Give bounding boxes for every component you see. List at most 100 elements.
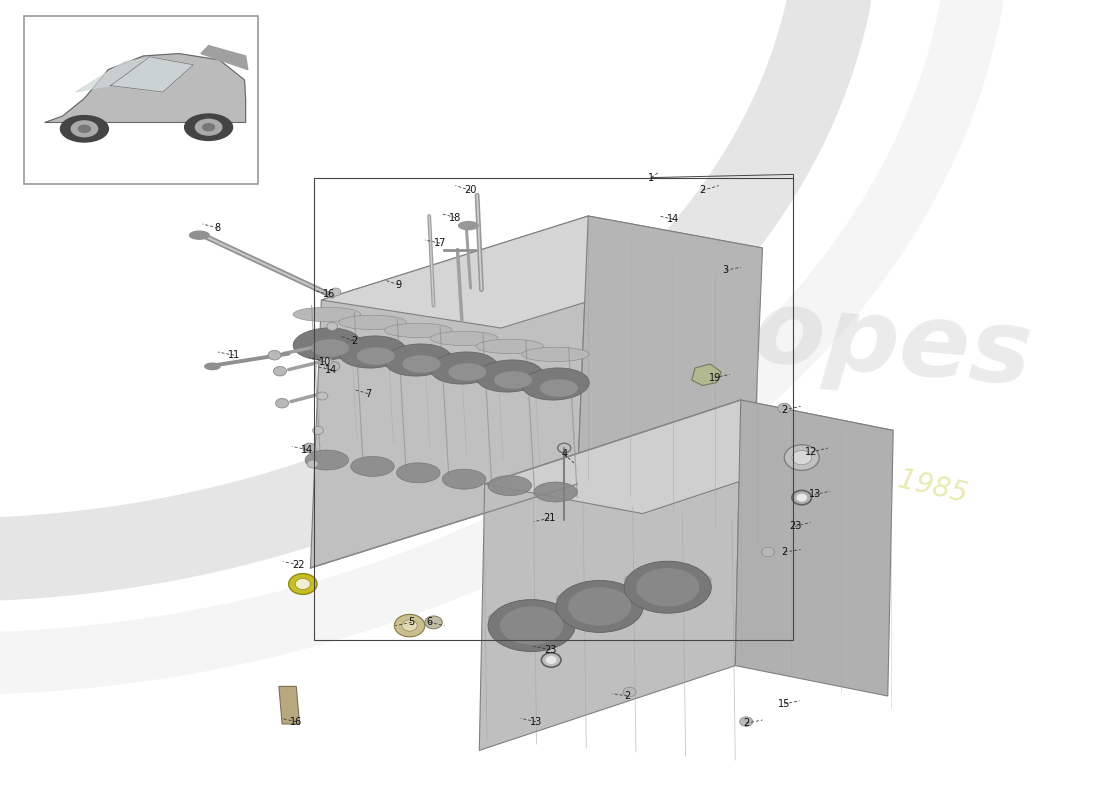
Ellipse shape (534, 482, 578, 502)
Ellipse shape (521, 368, 590, 400)
Ellipse shape (351, 456, 394, 477)
Text: 5: 5 (408, 618, 415, 627)
Ellipse shape (339, 315, 406, 330)
Text: 14: 14 (324, 365, 338, 374)
Polygon shape (735, 400, 893, 696)
Polygon shape (310, 216, 588, 568)
Polygon shape (578, 216, 762, 516)
Text: 22: 22 (293, 560, 305, 570)
Circle shape (739, 717, 752, 726)
Circle shape (295, 578, 310, 590)
Polygon shape (201, 46, 248, 70)
Text: 15: 15 (778, 699, 791, 709)
Text: 21: 21 (542, 514, 556, 523)
Ellipse shape (293, 307, 361, 322)
Text: 6: 6 (426, 618, 432, 627)
Text: 2: 2 (742, 718, 749, 728)
Circle shape (623, 687, 636, 697)
Circle shape (321, 358, 332, 366)
Ellipse shape (557, 590, 644, 606)
Polygon shape (279, 686, 299, 724)
Text: 11: 11 (228, 350, 240, 360)
Text: 16: 16 (322, 290, 335, 299)
Text: 19: 19 (708, 373, 720, 382)
Text: 2: 2 (781, 547, 788, 557)
Text: 17: 17 (433, 238, 447, 248)
Polygon shape (321, 216, 762, 328)
Text: 2: 2 (781, 405, 788, 414)
Ellipse shape (196, 119, 222, 135)
Ellipse shape (356, 347, 395, 365)
Circle shape (761, 547, 774, 557)
Text: 23: 23 (789, 522, 802, 531)
Circle shape (546, 656, 557, 664)
Circle shape (307, 460, 318, 468)
Ellipse shape (403, 355, 441, 373)
Circle shape (327, 322, 338, 330)
Text: 18: 18 (449, 213, 462, 222)
Polygon shape (76, 58, 150, 92)
Circle shape (792, 450, 812, 465)
Text: a passion for parts since 1985: a passion for parts since 1985 (554, 387, 970, 509)
Ellipse shape (430, 331, 498, 346)
Polygon shape (480, 400, 740, 750)
Circle shape (784, 445, 820, 470)
Text: 8: 8 (214, 223, 221, 233)
Ellipse shape (430, 352, 497, 384)
Text: europes: europes (554, 265, 1036, 407)
Circle shape (330, 288, 341, 296)
Ellipse shape (385, 323, 452, 338)
Text: 7: 7 (365, 389, 372, 398)
Ellipse shape (72, 121, 98, 137)
Polygon shape (45, 54, 245, 122)
Ellipse shape (521, 347, 590, 362)
Polygon shape (111, 57, 194, 92)
Ellipse shape (624, 571, 712, 587)
Circle shape (394, 614, 425, 637)
Text: 9: 9 (396, 280, 402, 290)
Text: 23: 23 (543, 645, 557, 654)
Ellipse shape (568, 587, 631, 626)
Ellipse shape (636, 568, 700, 606)
Ellipse shape (189, 231, 209, 239)
Ellipse shape (185, 114, 232, 141)
Circle shape (425, 616, 442, 629)
Text: 1: 1 (648, 173, 654, 182)
Ellipse shape (488, 600, 575, 651)
Bar (314, 178, 793, 640)
Ellipse shape (202, 124, 215, 130)
Ellipse shape (494, 371, 532, 389)
Ellipse shape (476, 339, 543, 354)
Text: 14: 14 (301, 445, 314, 454)
Text: 16: 16 (290, 717, 303, 726)
Polygon shape (485, 400, 893, 514)
Text: 2: 2 (351, 336, 358, 346)
Bar (24, 16, 258, 184)
Text: 14: 14 (667, 214, 680, 224)
Ellipse shape (459, 222, 478, 230)
Circle shape (796, 494, 807, 502)
Circle shape (778, 403, 791, 413)
Ellipse shape (540, 379, 578, 397)
Text: 13: 13 (808, 490, 821, 499)
Circle shape (402, 620, 417, 631)
Circle shape (276, 398, 288, 408)
Ellipse shape (448, 363, 486, 381)
Text: 10: 10 (319, 357, 331, 366)
Circle shape (268, 350, 280, 360)
Ellipse shape (305, 450, 349, 470)
Polygon shape (692, 364, 722, 386)
Circle shape (317, 392, 328, 400)
Ellipse shape (293, 328, 361, 360)
Ellipse shape (385, 344, 452, 376)
Ellipse shape (488, 475, 531, 495)
Ellipse shape (476, 360, 543, 392)
Text: 2: 2 (700, 186, 706, 195)
Text: 4: 4 (561, 450, 568, 459)
Text: 2: 2 (625, 691, 630, 701)
Ellipse shape (339, 336, 406, 368)
Ellipse shape (557, 581, 644, 632)
Ellipse shape (205, 363, 220, 370)
Ellipse shape (396, 462, 440, 482)
Circle shape (327, 362, 340, 371)
